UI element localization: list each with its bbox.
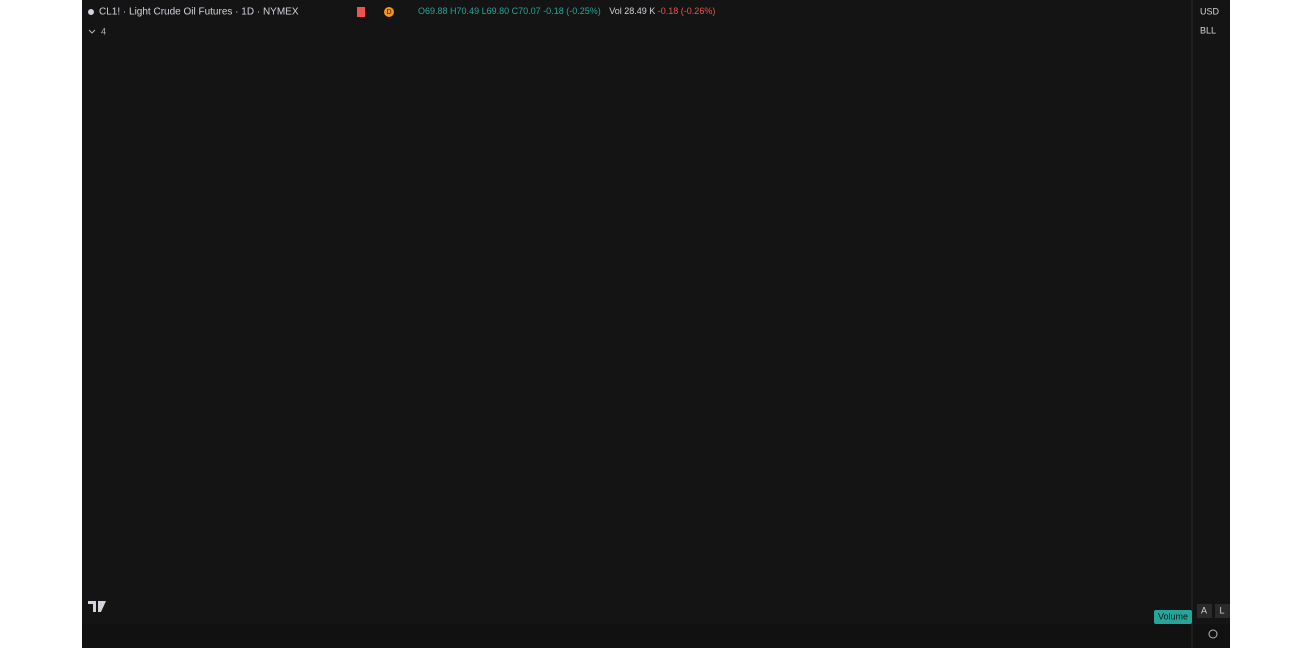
ohlc-legend: O69.88 H70.49 L69.80 C70.07 -0.18 (-0.25… [418, 6, 715, 16]
scale-button[interactable]: A [1201, 605, 1207, 615]
session-badge-bg [384, 7, 394, 17]
logo[interactable] [88, 601, 106, 612]
legend-change: -0.18 (-0.25%) [543, 6, 601, 16]
volume-label-bg [1154, 610, 1192, 624]
legend: CL1! · Light Crude Oil Futures · 1D · NY… [88, 6, 715, 36]
volume-label: Volume [1158, 611, 1188, 621]
legend-low: L69.80 [482, 6, 510, 16]
flag-icon[interactable] [357, 7, 365, 17]
scale-button[interactable]: L [1219, 605, 1224, 615]
chart-background [82, 0, 1230, 648]
legend-volume: Vol 28.49 K [609, 6, 655, 16]
button-bg[interactable] [1197, 604, 1212, 618]
session-badge: D [386, 9, 391, 16]
symbol-title[interactable]: CL1! · Light Crude Oil Futures · 1D · NY… [99, 7, 299, 18]
button-bg[interactable] [1215, 604, 1230, 618]
indicator-count[interactable]: 4 [101, 26, 106, 36]
symbol-icon [88, 9, 94, 15]
collapse-icon[interactable] [88, 29, 96, 34]
time-axis [82, 624, 1230, 648]
currency[interactable]: USD [1200, 6, 1220, 16]
legend-volume-change: -0.18 (-0.26%) [658, 6, 716, 16]
legend-close: C70.07 [512, 6, 541, 16]
unit[interactable]: BLL [1200, 25, 1216, 35]
legend-open: O69.88 [418, 6, 448, 16]
settings-icon[interactable] [1208, 629, 1218, 639]
legend-high: H70.49 [450, 6, 479, 16]
